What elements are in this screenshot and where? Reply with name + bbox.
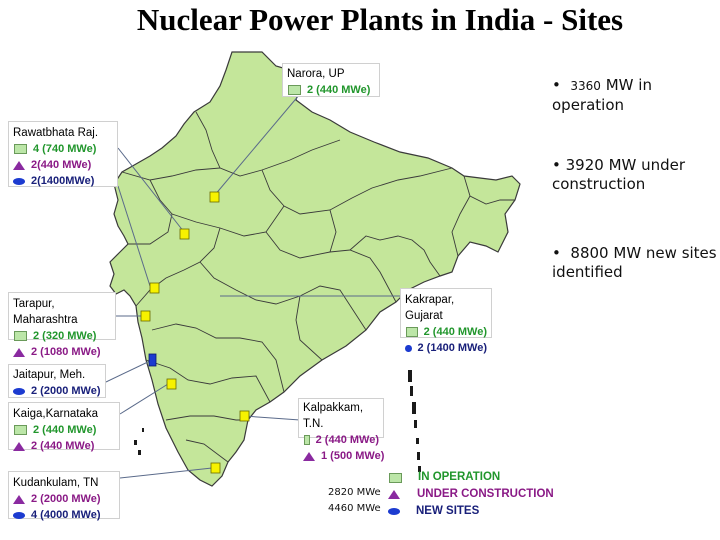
marker-kalpakkam	[239, 410, 250, 422]
site-line: 2(1400MWe)	[13, 173, 113, 189]
page-title: Nuclear Power Plants in India - Sites	[136, 2, 624, 37]
site-box-kalpakkam: Kalpakkam, T.N. 2 (440 MWe) 1 (500 MWe)	[298, 398, 384, 462]
site-line: 2(440 MWe)	[13, 157, 113, 173]
marker-tarapur	[140, 310, 151, 322]
site-line: 2 (440 MWe)	[303, 432, 379, 448]
bullet-new-sites: • 8800 MW new sites identified	[552, 244, 717, 281]
new-site-ellipse-icon	[405, 344, 412, 352]
site-box-kaiga: Kaiga,Karnataka 2 (440 MWe) 2 (440 MWe)	[8, 402, 120, 452]
operation-square-icon	[14, 331, 27, 341]
site-name: Kaiga,Karnataka	[13, 408, 99, 420]
site-box-narora: Narora, UP 2 (440 MWe)	[282, 63, 380, 97]
site-line: 2 (440 MWe)	[13, 438, 115, 454]
india-landmass	[109, 51, 521, 487]
total-new: 4460 MWe	[328, 503, 381, 514]
site-line: 2 (1080 MWe)	[13, 344, 111, 360]
construction-triangle-icon	[13, 441, 25, 451]
construction-triangle-icon	[13, 347, 25, 357]
construction-triangle-icon	[13, 160, 25, 170]
site-box-kakrapar: Kakrapar, Gujarat 2 (440 MWe) 2 (1400 MW…	[400, 288, 492, 354]
site-line: 4 (740 MWe)	[13, 141, 113, 157]
site-line: 2 (320 MWe)	[13, 328, 111, 344]
site-name: Jaitapur, Meh.	[13, 369, 86, 381]
site-line: 2 (2000 MWe)	[13, 491, 115, 507]
site-line: 1 (500 MWe)	[303, 448, 384, 464]
new-site-ellipse-icon	[388, 508, 400, 515]
marker-jaitapur	[148, 353, 157, 367]
site-box-kudankulam: Kudankulam, TN 2 (2000 MWe) 4 (4000 MWe)	[8, 471, 120, 521]
marker-narora	[209, 191, 220, 203]
marker-kakrapar	[149, 282, 160, 294]
new-site-ellipse-icon	[13, 177, 25, 185]
leader-lines	[105, 93, 402, 479]
islands	[134, 370, 421, 472]
site-name: Kalpakkam, T.N.	[303, 402, 364, 430]
site-line: 2 (440 MWe)	[287, 82, 375, 98]
new-site-ellipse-icon	[13, 387, 25, 395]
construction-triangle-icon	[388, 490, 400, 499]
total-construction: 2820 MWe	[328, 487, 381, 498]
marker-rawatbhata	[179, 228, 190, 240]
site-box-rawatbhata: Rawatbhata Raj. 4 (740 MWe) 2(440 MWe) 2…	[8, 121, 118, 187]
site-box-jaitapur: Jaitapur, Meh. 2 (2000 MWe)	[8, 364, 106, 398]
operation-square-icon	[389, 472, 402, 483]
site-name: Kakrapar, Gujarat	[405, 294, 455, 322]
operation-square-icon	[406, 327, 418, 337]
site-name: Rawatbhata Raj.	[13, 127, 99, 139]
site-line: 2 (1400 MWe)	[405, 340, 487, 356]
site-line: 4 (4000 MWe)	[13, 507, 115, 523]
site-name: Tarapur, Maharashtra	[13, 298, 78, 326]
site-line: 2 (440 MWe)	[13, 422, 115, 438]
new-site-ellipse-icon	[13, 511, 25, 519]
bullet-construction: • 3920 MW under construction	[552, 156, 686, 193]
site-name: Kudankulam, TN	[13, 477, 99, 489]
map-legend: IN OPERATION UNDER CONSTRUCTION NEW SITE…	[388, 470, 554, 519]
operation-square-icon	[14, 144, 27, 154]
site-name: Narora, UP	[287, 68, 345, 80]
bullet-operation: • 3360 MW in operation	[552, 76, 652, 114]
marker-kaiga	[166, 378, 177, 390]
construction-triangle-icon	[13, 494, 25, 504]
operation-square-icon	[288, 85, 301, 95]
operation-square-icon	[304, 435, 310, 445]
construction-triangle-icon	[303, 451, 315, 461]
site-box-tarapur: Tarapur, Maharashtra 2 (320 MWe) 2 (1080…	[8, 292, 116, 358]
site-line: 2 (440 MWe)	[405, 324, 487, 340]
marker-kudankulam	[210, 462, 221, 474]
operation-square-icon	[14, 425, 27, 435]
site-markers	[140, 191, 250, 474]
site-line: 2 (2000 MWe)	[13, 383, 101, 399]
